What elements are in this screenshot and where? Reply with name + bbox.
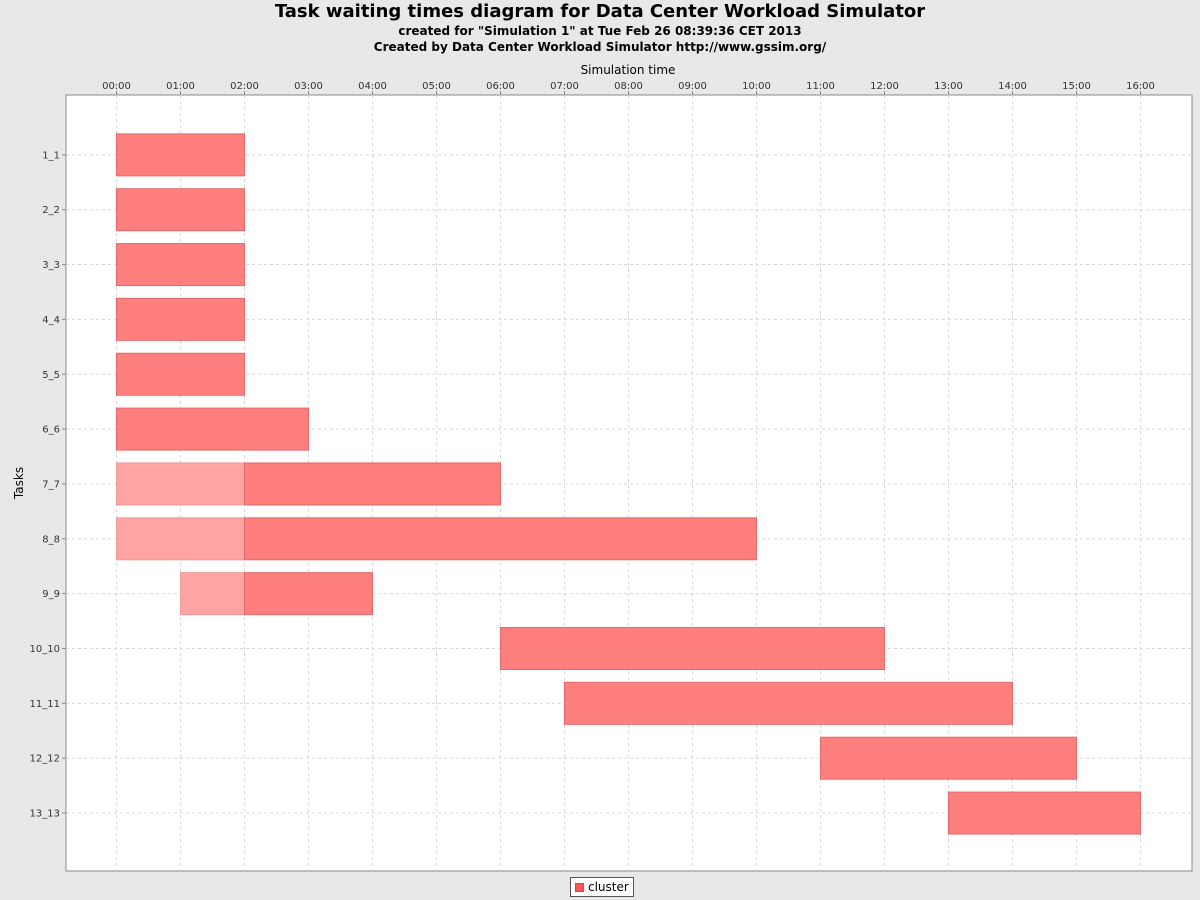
x-tick-label: 13:00 xyxy=(934,81,963,92)
chart-subtitle-created-for: created for "Simulation 1" at Tue Feb 26… xyxy=(398,24,802,38)
x-tick-label: 07:00 xyxy=(550,81,579,92)
y-tick-label: 9_9 xyxy=(42,589,60,600)
y-tick-label: 6_6 xyxy=(42,425,60,436)
task-run-bar xyxy=(116,407,309,451)
y-tick-label: 1_1 xyxy=(42,150,60,161)
x-tick-label: 06:00 xyxy=(486,81,515,92)
x-tick-label: 09:00 xyxy=(678,81,707,92)
y-tick-label: 3_3 xyxy=(42,260,60,271)
task-run-bar xyxy=(948,791,1141,835)
y-axis-ticks: 1_1 2_2 3_3 4_4 5_5 6_6 7_7 8_8 9_9 10_10 11_11 12_… xyxy=(30,150,66,820)
x-tick-label: 08:00 xyxy=(614,81,643,92)
legend: cluster xyxy=(570,877,634,897)
y-tick-label: 5_5 xyxy=(42,370,60,381)
x-tick-label: 01:00 xyxy=(166,81,195,92)
chart-subtitle-created-by: Created by Data Center Workload Simulato… xyxy=(373,40,827,54)
task-run-bar xyxy=(116,188,245,232)
legend-label-cluster: cluster xyxy=(588,880,629,894)
x-tick-label: 04:00 xyxy=(358,81,387,92)
y-tick-label: 2_2 xyxy=(42,205,60,216)
x-tick-label: 02:00 xyxy=(230,81,259,92)
x-axis-ticks: 00:00 01:00 02:00 03:00 04:00 05:00 06:00 07:00… xyxy=(102,81,1155,95)
task-run-bar xyxy=(116,243,245,287)
y-tick-label: 8_8 xyxy=(42,534,60,545)
y-tick-label: 4_4 xyxy=(42,315,60,326)
x-tick-label: 14:00 xyxy=(998,81,1027,92)
task-waiting-bar xyxy=(180,572,245,616)
x-tick-label: 16:00 xyxy=(1126,81,1155,92)
x-tick-label: 11:00 xyxy=(806,81,835,92)
y-axis-label: Tasks xyxy=(12,467,26,500)
task-run-bar xyxy=(116,352,245,396)
task-run-bar xyxy=(244,517,757,561)
task-run-bar xyxy=(116,133,245,177)
task-run-bar xyxy=(116,297,245,341)
task-run-bar xyxy=(820,736,1077,780)
y-tick-label: 7_7 xyxy=(42,479,60,490)
task-bars xyxy=(116,133,1141,835)
task-run-bar xyxy=(244,462,501,506)
legend-swatch-cluster xyxy=(575,882,584,892)
x-tick-label: 03:00 xyxy=(294,81,323,92)
x-tick-label: 05:00 xyxy=(422,81,451,92)
task-waiting-bar xyxy=(116,517,245,561)
x-axis-label: Simulation time xyxy=(581,63,676,77)
task-run-bar xyxy=(500,627,885,670)
x-tick-label: 15:00 xyxy=(1062,81,1091,92)
task-waiting-bar xyxy=(116,462,245,506)
x-tick-label: 00:00 xyxy=(102,81,131,92)
task-run-bar xyxy=(564,681,1013,725)
chart-title: Task waiting times diagram for Data Cent… xyxy=(274,1,926,22)
y-tick-label: 10_10 xyxy=(30,644,60,655)
task-run-bar xyxy=(244,572,373,616)
y-tick-label: 11_11 xyxy=(30,699,60,710)
x-tick-label: 10:00 xyxy=(742,81,771,92)
y-tick-label: 13_13 xyxy=(30,809,60,820)
y-tick-label: 12_12 xyxy=(30,754,60,765)
x-tick-label: 12:00 xyxy=(870,81,899,92)
